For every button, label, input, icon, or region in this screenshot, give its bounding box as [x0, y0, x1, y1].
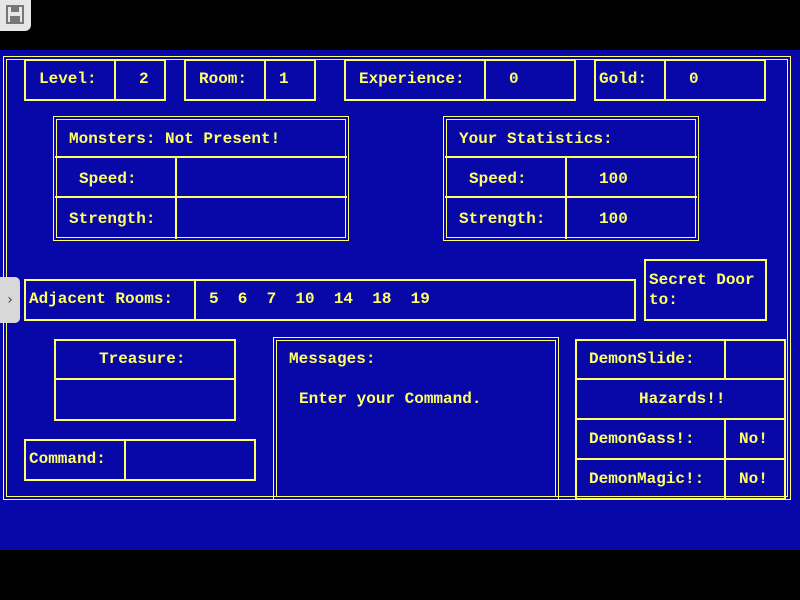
side-panel-toggle[interactable]: ›	[0, 277, 20, 323]
messages-label: Messages:	[289, 350, 376, 368]
gold-box	[594, 59, 766, 101]
level-box	[24, 59, 166, 101]
command-label: Command:	[29, 450, 106, 468]
player-strength-label: Strength:	[459, 210, 546, 228]
treasure-box	[54, 339, 236, 421]
experience-label: Experience:	[359, 70, 465, 88]
room-box	[184, 59, 316, 101]
room-value: 1	[279, 70, 289, 88]
gold-label: Gold:	[599, 70, 648, 88]
player-stats-panel	[443, 116, 699, 241]
demonmagic-value: No!	[739, 470, 768, 488]
level-label: Level:	[39, 70, 97, 88]
monster-speed-label: Speed:	[79, 170, 137, 188]
gold-value: 0	[689, 70, 699, 88]
player-speed-value: 100	[599, 170, 628, 188]
save-button[interactable]	[0, 0, 31, 31]
message-text: Enter your Command.	[299, 390, 482, 408]
monster-strength-label: Strength:	[69, 210, 156, 228]
hazards-title: Hazards!!	[639, 390, 726, 408]
player-stats-title: Your Statistics:	[459, 130, 613, 148]
monsters-title: Monsters: Not Present!	[69, 130, 281, 148]
secret-door-box	[644, 259, 767, 321]
demonslide-label: DemonSlide:	[589, 350, 695, 368]
experience-value: 0	[509, 70, 519, 88]
secret-door-label: Secret Door to:	[649, 271, 755, 309]
adjacent-rooms-box	[24, 279, 636, 321]
adjacent-rooms-label: Adjacent Rooms:	[29, 290, 174, 308]
demonmagic-label: DemonMagic!:	[589, 470, 705, 488]
chevron-right-icon: ›	[7, 292, 13, 308]
floppy-disk-icon	[6, 5, 24, 24]
game-screen: Level: 2 Room: 1 Experience: 0 Gold: 0 M…	[0, 50, 800, 550]
command-box	[24, 439, 256, 481]
adjacent-rooms-list: 5 6 7 10 14 18 19	[209, 290, 430, 308]
room-label: Room:	[199, 70, 248, 88]
monsters-panel	[53, 116, 349, 241]
player-speed-label: Speed:	[469, 170, 527, 188]
demongass-label: DemonGass!:	[589, 430, 695, 448]
demongass-value: No!	[739, 430, 768, 448]
treasure-label: Treasure:	[99, 350, 186, 368]
messages-panel	[273, 337, 559, 500]
experience-box	[344, 59, 576, 101]
level-value: 2	[139, 70, 149, 88]
player-strength-value: 100	[599, 210, 628, 228]
